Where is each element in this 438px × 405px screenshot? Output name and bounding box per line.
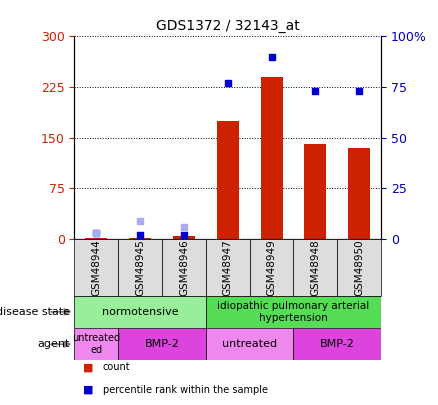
Text: untreated
ed: untreated ed <box>72 333 120 355</box>
Bar <box>217 121 239 239</box>
FancyBboxPatch shape <box>74 296 206 328</box>
Text: disease state: disease state <box>0 307 70 317</box>
Text: GSM48946: GSM48946 <box>179 239 189 296</box>
Point <box>180 224 187 230</box>
Point <box>93 230 100 236</box>
Point <box>180 232 187 238</box>
Text: ■: ■ <box>83 362 94 373</box>
FancyBboxPatch shape <box>337 239 381 296</box>
Bar <box>173 236 195 239</box>
Point <box>137 217 144 224</box>
Point <box>268 53 275 60</box>
Point <box>93 230 100 236</box>
Point <box>224 80 231 86</box>
Text: normotensive: normotensive <box>102 307 178 317</box>
Text: GSM48945: GSM48945 <box>135 239 145 296</box>
Text: BMP-2: BMP-2 <box>145 339 180 349</box>
FancyBboxPatch shape <box>206 296 381 328</box>
FancyBboxPatch shape <box>293 239 337 296</box>
Text: GSM48944: GSM48944 <box>92 239 101 296</box>
Point <box>356 88 363 94</box>
FancyBboxPatch shape <box>74 239 118 296</box>
Title: GDS1372 / 32143_at: GDS1372 / 32143_at <box>156 19 300 33</box>
FancyBboxPatch shape <box>74 328 118 360</box>
Bar <box>129 238 151 239</box>
Text: GSM48949: GSM48949 <box>267 239 276 296</box>
Point <box>137 232 144 238</box>
Text: count: count <box>103 362 131 373</box>
Text: idiopathic pulmonary arterial
hypertension: idiopathic pulmonary arterial hypertensi… <box>217 301 370 323</box>
Text: BMP-2: BMP-2 <box>320 339 355 349</box>
FancyBboxPatch shape <box>206 328 293 360</box>
Text: GSM48947: GSM48947 <box>223 239 233 296</box>
Text: GSM48950: GSM48950 <box>354 239 364 296</box>
Text: agent: agent <box>38 339 70 349</box>
Bar <box>85 238 107 239</box>
FancyBboxPatch shape <box>293 328 381 360</box>
Point <box>312 88 319 94</box>
Bar <box>348 148 370 239</box>
FancyBboxPatch shape <box>162 239 206 296</box>
FancyBboxPatch shape <box>118 239 162 296</box>
Text: GSM48948: GSM48948 <box>311 239 320 296</box>
Text: untreated: untreated <box>222 339 277 349</box>
FancyBboxPatch shape <box>206 239 250 296</box>
Text: ■: ■ <box>83 385 94 395</box>
Bar <box>304 145 326 239</box>
FancyBboxPatch shape <box>118 328 206 360</box>
Text: percentile rank within the sample: percentile rank within the sample <box>103 385 268 395</box>
Bar <box>261 77 283 239</box>
FancyBboxPatch shape <box>250 239 293 296</box>
